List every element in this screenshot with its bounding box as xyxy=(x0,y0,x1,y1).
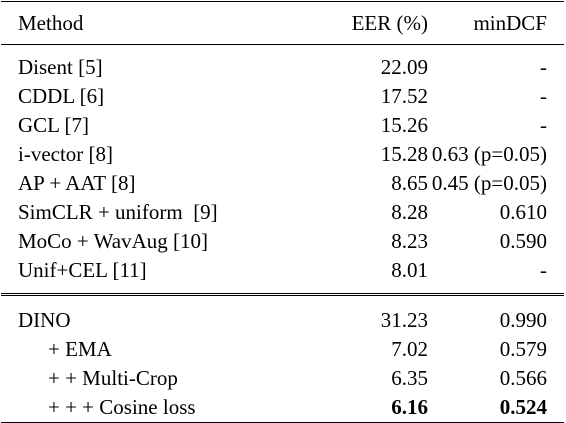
eer-cell: 22.09 xyxy=(278,44,428,82)
table-row: + + Multi-Crop 6.35 0.566 xyxy=(1,364,564,393)
method-cell: MoCo + WavAug [10] xyxy=(18,229,209,253)
method-cell: + + + Cosine loss xyxy=(1,393,278,423)
table-row: DINO 31.23 0.990 xyxy=(1,293,564,335)
mindcf-cell: 0.990 xyxy=(428,293,564,335)
method-cell: Disent [5] xyxy=(1,44,278,82)
table-row: GCL [7] 15.26 - xyxy=(1,111,564,140)
mindcf-cell: 0.45 (p=0.05) xyxy=(431,171,547,195)
header-mindcf: minDCF xyxy=(428,1,564,45)
eer-cell: 8.23 xyxy=(391,229,428,253)
method-cell: + EMA xyxy=(48,337,112,361)
method-cell: AP + AAT [8] xyxy=(18,171,136,195)
table-row: Unif+CEL [11] 8.01 - xyxy=(1,256,564,295)
table-header-row: Method EER (%) minDCF xyxy=(1,1,564,45)
method-cell: GCL [7] xyxy=(18,113,89,137)
method-cell: SimCLR + uniform [9] xyxy=(18,200,218,224)
table-row: MoCo + WavAug [10] 8.23 0.590 xyxy=(1,227,564,256)
table-row: SimCLR + uniform [9] 8.28 0.610 xyxy=(1,198,564,227)
mindcf-cell: 0.566 xyxy=(499,366,547,390)
mindcf-cell: 0.579 xyxy=(499,337,547,361)
table-row: AP + AAT [8] 8.65 0.45 (p=0.05) xyxy=(1,169,564,198)
method-cell: + + Multi-Crop xyxy=(48,366,178,390)
eer-cell: 15.28 xyxy=(380,142,428,166)
eer-cell: 17.52 xyxy=(380,84,428,108)
header-method: Method xyxy=(1,1,278,45)
table-row: + + + Cosine loss 6.16 0.524 xyxy=(1,393,564,423)
mindcf-cell-best: 0.524 xyxy=(428,393,564,423)
method-cell: i-vector [8] xyxy=(18,142,114,166)
eer-cell: 7.02 xyxy=(391,337,428,361)
method-cell: Unif+CEL [11] xyxy=(18,258,147,282)
mindcf-cell: 0.63 (p=0.05) xyxy=(431,142,547,166)
table-row: CDDL [6] 17.52 - xyxy=(1,82,564,111)
header-eer: EER (%) xyxy=(278,1,428,45)
mindcf-cell: - xyxy=(540,84,547,108)
mindcf-cell: - xyxy=(540,113,547,137)
mindcf-cell: 0.590 xyxy=(499,229,547,253)
method-cell: CDDL [6] xyxy=(18,84,105,108)
mindcf-cell: 0.610 xyxy=(499,200,547,224)
eer-cell: 8.01 xyxy=(391,258,428,282)
table-row: + EMA 7.02 0.579 xyxy=(1,335,564,364)
table-row: i-vector [8] 15.28 0.63 (p=0.05) xyxy=(1,140,564,169)
eer-cell: 8.28 xyxy=(391,200,428,224)
eer-cell: 8.65 xyxy=(391,171,428,195)
eer-cell-best: 6.16 xyxy=(278,393,428,423)
eer-cell: 15.26 xyxy=(380,113,428,137)
method-cell: DINO xyxy=(1,293,278,335)
eer-cell: 31.23 xyxy=(278,293,428,335)
mindcf-cell: - xyxy=(428,44,564,82)
eer-cell: 6.35 xyxy=(391,366,428,390)
mindcf-cell: - xyxy=(540,258,547,282)
table-row: Disent [5] 22.09 - xyxy=(1,44,564,82)
